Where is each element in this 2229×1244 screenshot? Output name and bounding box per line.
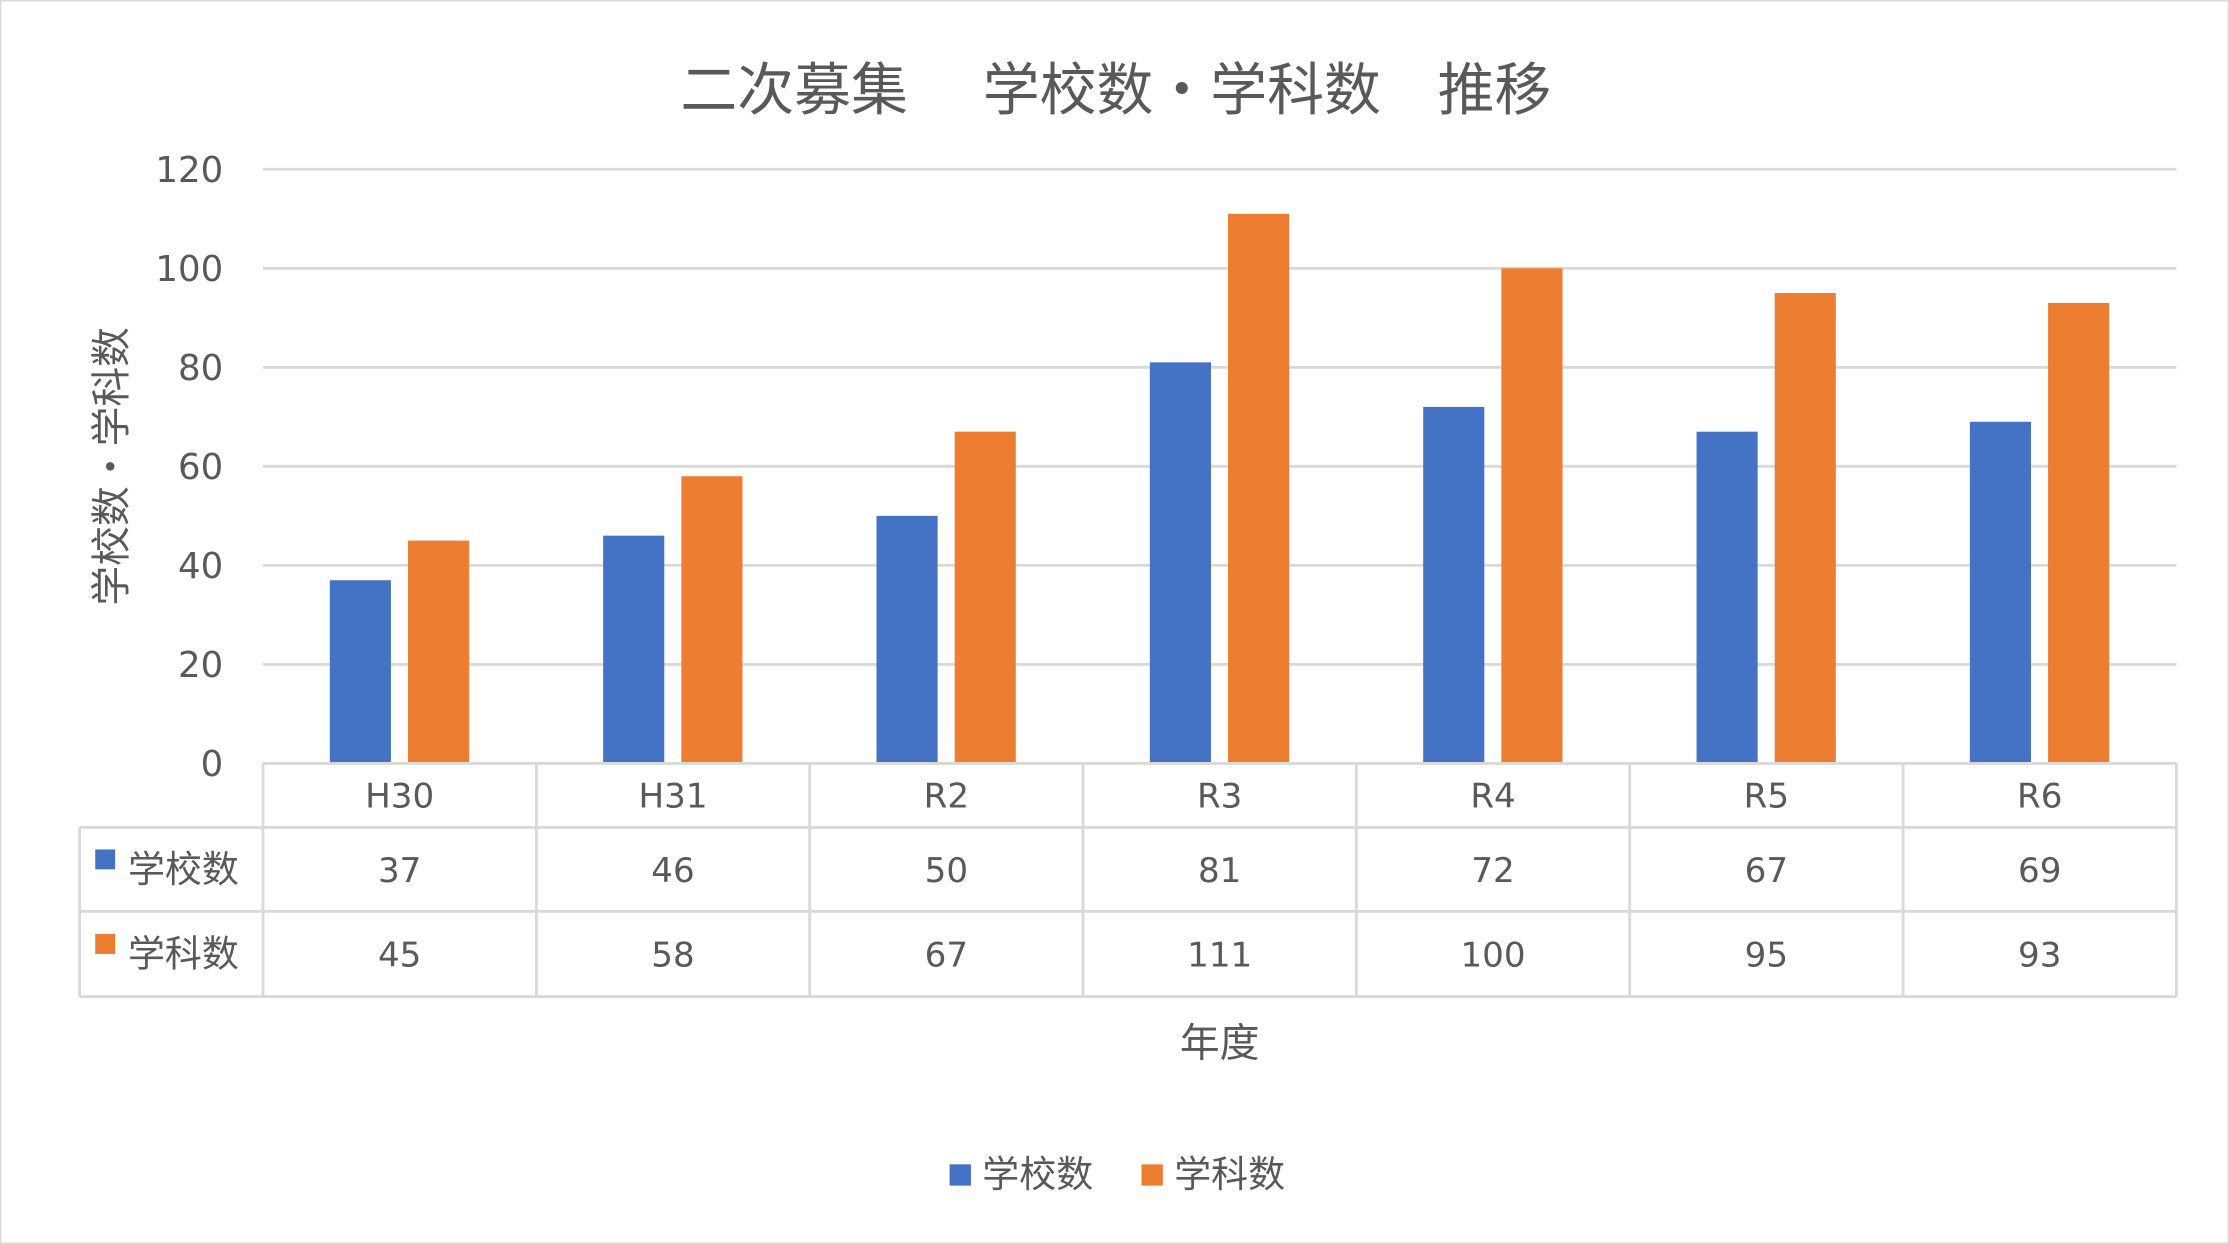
- bar-schools-R6: [1969, 421, 2031, 764]
- y-tick-label: 40: [178, 546, 223, 587]
- x-tick-label: R3: [1197, 777, 1242, 817]
- data-label: 37: [378, 851, 421, 891]
- y-tick-label: 0: [201, 744, 224, 785]
- data-label: 72: [1471, 851, 1514, 891]
- legend-swatch: [949, 1164, 971, 1186]
- legend-item[interactable]: 学科数: [1141, 1153, 1286, 1196]
- table-series-label: 学科数: [128, 933, 239, 976]
- bar-schools-R2: [876, 515, 938, 764]
- legend-label: 学校数: [982, 1153, 1093, 1196]
- data-label: 50: [925, 851, 968, 891]
- bar-schools-H31: [603, 535, 665, 764]
- legend-item[interactable]: 学校数: [949, 1153, 1094, 1196]
- bar-schools-R4: [1423, 406, 1485, 764]
- x-tick-label: H31: [638, 777, 707, 817]
- bar-schools-R5: [1696, 431, 1758, 764]
- data-label: 67: [925, 936, 968, 976]
- bar-departments-R3: [1228, 213, 1290, 764]
- y-tick-label: 60: [178, 447, 223, 488]
- data-label: 81: [1198, 851, 1241, 891]
- data-label: 67: [1745, 851, 1788, 891]
- data-label: 46: [651, 851, 694, 891]
- data-label: 69: [2018, 851, 2061, 891]
- data-label: 95: [1745, 936, 1788, 976]
- bar-departments-H31: [681, 476, 743, 764]
- bar-departments-R6: [2048, 302, 2110, 764]
- data-label: 111: [1187, 936, 1252, 976]
- table-series-label: 学校数: [128, 848, 239, 891]
- chart-title: 二次募集 学校数・学科数 推移: [680, 58, 1551, 124]
- bar-departments-R4: [1501, 268, 1563, 764]
- x-tick-label: R2: [924, 777, 969, 817]
- legend-swatch: [1141, 1164, 1163, 1186]
- data-label: 100: [1460, 936, 1525, 976]
- bar-departments-R5: [1774, 293, 1836, 764]
- data-label: 45: [378, 936, 421, 976]
- data-label: 58: [651, 936, 694, 976]
- y-axis-title: 学校数・学科数: [89, 327, 135, 606]
- data-label: 93: [2018, 936, 2061, 976]
- x-tick-label: R6: [2017, 777, 2062, 817]
- y-tick-label: 20: [178, 645, 223, 686]
- y-tick-label: 120: [155, 150, 223, 191]
- y-tick-label: 100: [155, 249, 223, 290]
- y-tick-label: 80: [178, 348, 223, 389]
- legend-label: 学科数: [1174, 1153, 1285, 1196]
- x-axis-title: 年度: [1180, 1020, 1260, 1066]
- x-tick-label: H30: [365, 777, 434, 817]
- x-tick-label: R5: [1744, 777, 1789, 817]
- bar-departments-R2: [954, 431, 1016, 764]
- bar-departments-H30: [407, 540, 470, 764]
- bar-schools-R3: [1149, 362, 1211, 764]
- bar-schools-H30: [329, 580, 391, 764]
- table-legend-key: [95, 934, 116, 954]
- table-legend-key: [95, 849, 116, 870]
- x-tick-label: R4: [1470, 777, 1515, 817]
